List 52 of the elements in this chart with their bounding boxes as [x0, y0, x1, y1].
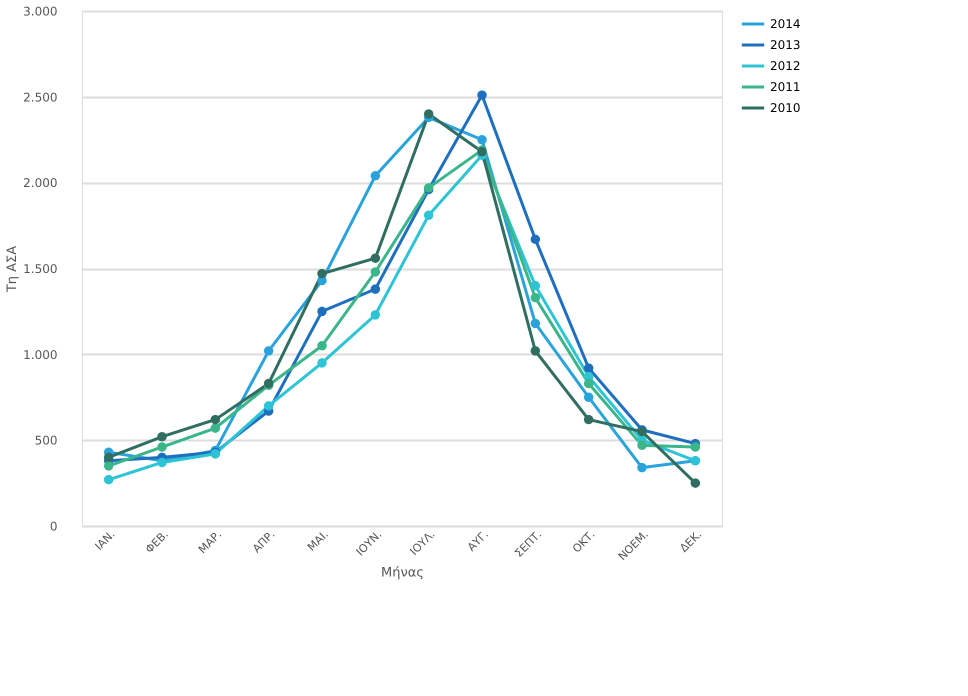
y-tick-label: 1.000 [23, 348, 58, 362]
point [317, 268, 327, 278]
point [264, 401, 274, 411]
point [530, 234, 540, 244]
point [317, 358, 327, 368]
point [584, 414, 594, 424]
x-tick-label: ΦΕΒ. [142, 528, 171, 556]
point [210, 414, 220, 424]
point [370, 267, 380, 277]
point [424, 109, 434, 119]
point [104, 474, 114, 484]
point [157, 442, 167, 452]
point [370, 253, 380, 263]
point [690, 442, 700, 452]
point [477, 90, 487, 100]
point [637, 462, 647, 472]
point [530, 318, 540, 328]
point [424, 210, 434, 220]
point [584, 363, 594, 373]
point [477, 135, 487, 144]
y-tick-label: 2.000 [23, 176, 58, 190]
point [317, 341, 327, 350]
point [530, 280, 540, 290]
point [370, 284, 380, 294]
y-tick-label: 500 [34, 434, 58, 448]
legend-label: 2011 [770, 80, 801, 94]
legend-label: 2010 [770, 101, 801, 115]
point [157, 432, 167, 442]
point [584, 392, 594, 402]
y-axis-title: Τη ΑΣΑ [5, 246, 20, 294]
point [690, 478, 700, 488]
legend-label: 2014 [770, 17, 801, 31]
point [530, 346, 540, 356]
point [317, 306, 327, 316]
y-tick-label: 3.000 [23, 4, 58, 18]
point [264, 346, 274, 356]
point [104, 452, 114, 462]
point [637, 440, 647, 450]
y-tick-label: 2.500 [23, 90, 58, 104]
point [370, 171, 380, 181]
x-tick-label: ΜΑΙ. [304, 528, 331, 554]
legend-label: 2012 [770, 59, 801, 73]
legend-label: 2013 [770, 38, 801, 52]
x-tick-label: ΙΑΝ. [92, 528, 118, 553]
point [210, 423, 220, 433]
point [104, 461, 114, 471]
y-tick-label: 1.500 [23, 262, 58, 276]
x-axis-title: Μήνας [381, 565, 424, 580]
point [370, 310, 380, 320]
point [584, 378, 594, 388]
y-tick-label: 0 [50, 520, 58, 534]
point [530, 292, 540, 302]
